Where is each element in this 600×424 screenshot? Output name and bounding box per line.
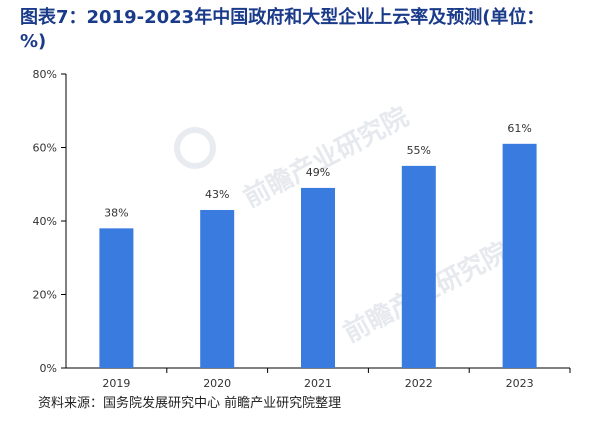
watermark-logo xyxy=(174,127,216,169)
x-tick-label: 2023 xyxy=(506,377,534,390)
data-label: 43% xyxy=(205,188,229,201)
bar xyxy=(502,143,537,368)
y-tick-label: 40% xyxy=(33,215,57,228)
y-tick-label: 20% xyxy=(33,289,57,302)
x-tick-label: 2022 xyxy=(405,377,433,390)
y-tick-label: 80% xyxy=(33,68,57,81)
data-label: 38% xyxy=(104,206,128,219)
bar xyxy=(99,228,134,368)
data-label: 55% xyxy=(407,144,431,157)
y-tick-label: 60% xyxy=(33,142,57,155)
source-note: 资料来源：国务院发展研究中心 前瞻产业研究院整理 xyxy=(38,396,342,411)
data-label: 49% xyxy=(306,166,330,179)
x-tick-label: 2019 xyxy=(102,377,130,390)
bar xyxy=(401,165,436,368)
chart-title: 图表7：2019-2023年中国政府和大型企业上云率及预测(单位：%) xyxy=(20,7,545,52)
y-tick-label: 0% xyxy=(40,362,57,375)
data-label: 61% xyxy=(507,122,531,135)
bar xyxy=(301,187,335,368)
x-tick-label: 2020 xyxy=(203,377,231,390)
bar xyxy=(200,209,235,368)
x-tick-label: 2021 xyxy=(304,377,332,390)
